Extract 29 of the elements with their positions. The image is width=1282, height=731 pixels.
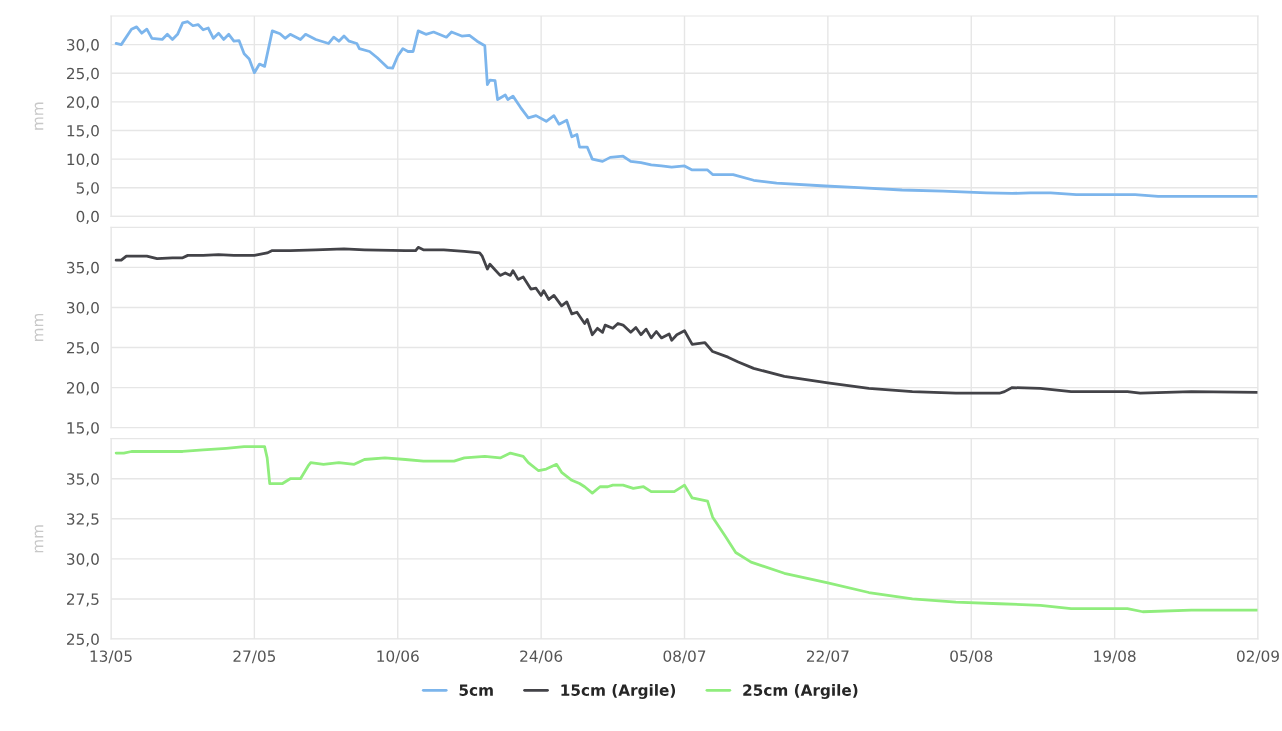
legend-label: 15cm (Argile): [561, 684, 676, 699]
legend-label: 25cm (Argile): [743, 684, 858, 699]
y-tick-label: 25,0: [66, 633, 99, 647]
y-tick-label: 32,5: [67, 513, 99, 527]
x-tick-label: 05/08: [950, 650, 993, 664]
legend-label: 5cm: [459, 684, 493, 696]
y-tick-label: 25,0: [66, 342, 99, 356]
y-tick-label: 25,0: [66, 67, 99, 81]
y-tick-label: 20,0: [66, 382, 99, 396]
x-tick-label: 27/05: [233, 650, 276, 664]
y-tick-label: 35,0: [67, 261, 99, 275]
y-tick-label: 35,0: [67, 473, 99, 487]
y-tick-label: 30,0: [67, 301, 99, 316]
y-tick-label: 5,0: [76, 182, 99, 196]
y-tick-label: 27,5: [66, 593, 99, 607]
y-tick-label: 30,0: [67, 39, 99, 53]
x-tick-label: 24/06: [520, 650, 563, 664]
x-tick-label: 10/06: [377, 650, 419, 664]
y-tick-label: 0,0: [76, 210, 99, 224]
x-tick-label: 22/07: [806, 650, 849, 664]
y-tick-label: 15,0: [67, 422, 99, 436]
x-tick-label: 08/07: [663, 650, 706, 664]
y-tick-label: 15,0: [67, 124, 99, 139]
x-tick-label: 02/09: [1236, 650, 1279, 664]
x-tick-label: 13/05: [90, 650, 132, 664]
y-tick-label: 10,0: [67, 153, 99, 167]
y-tick-label: 30,0: [67, 553, 99, 567]
y-tick-label: 20,0: [66, 96, 99, 110]
x-tick-label: 19/08: [1094, 650, 1136, 664]
